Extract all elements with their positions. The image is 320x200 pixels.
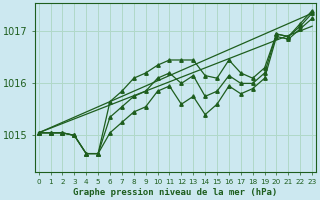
X-axis label: Graphe pression niveau de la mer (hPa): Graphe pression niveau de la mer (hPa) [73, 188, 277, 197]
